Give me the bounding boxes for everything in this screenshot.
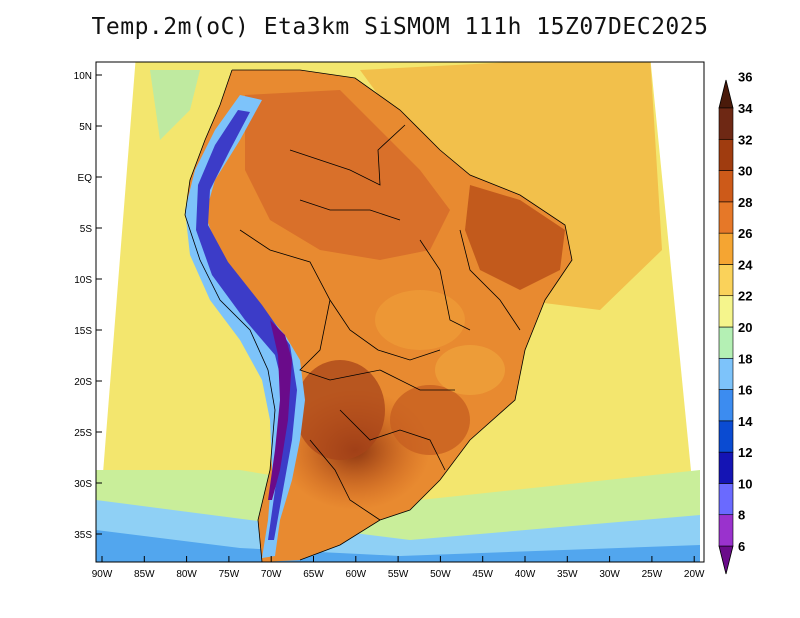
colorbar-swatch (718, 295, 734, 328)
andes-cold-strip (185, 95, 305, 558)
southern-cyan-band (96, 500, 700, 562)
andes-peak-strip (268, 320, 292, 500)
southeast-cool-zone (435, 345, 505, 395)
central-cool-zone (375, 290, 465, 350)
southern-blue-band (96, 530, 700, 562)
map-title: Temp.2m(oC) Eta3km SiSMOM 111h 15Z07DEC2… (91, 14, 709, 40)
lon-label: 80W (176, 569, 197, 580)
lon-label: 55W (388, 569, 409, 580)
lat-label: 5N (79, 122, 92, 133)
colorbar-label: 14 (738, 414, 753, 429)
atlantic-warm-band (360, 62, 662, 310)
lon-label: 50W (430, 569, 451, 580)
colorbar-label: 28 (738, 195, 752, 210)
lon-label: 85W (134, 569, 155, 580)
colorbar-swatch (718, 326, 734, 359)
lon-label: 25W (642, 569, 663, 580)
colorbar-swatch (718, 201, 734, 234)
colorbar-label: 6 (738, 539, 745, 554)
map-frame (95, 61, 705, 563)
colorbar-label: 18 (738, 351, 752, 366)
map-field (96, 62, 700, 562)
colorbar-swatch (718, 420, 734, 453)
colorbar-label: 34 (738, 101, 753, 116)
colorbar-label: 26 (738, 226, 752, 241)
lat-label: 35S (74, 530, 92, 541)
longitude-axis: 90W 85W 80W 75W 70W 65W 60W 55W 50W 45W 40W 35W 30W 2… (92, 556, 705, 580)
colorbar-label: 12 (738, 445, 752, 460)
lon-label: 75W (219, 569, 240, 580)
lat-label: 25S (74, 428, 92, 439)
colorbar-label: 32 (738, 132, 752, 147)
colorbar-swatch (718, 389, 734, 422)
colorbar-swatch (718, 170, 734, 203)
colorbar-swatch (718, 232, 734, 265)
colorbar-swatch (718, 483, 734, 516)
colorbar-max-arrow (718, 79, 734, 109)
lat-label: 5S (80, 224, 93, 235)
lon-label: 20W (684, 569, 705, 580)
colorbar-swatch (718, 357, 734, 390)
colorbar-label: 10 (738, 476, 752, 491)
lat-label: 10N (74, 71, 92, 82)
colorbar-swatch (718, 451, 734, 484)
lat-label: EQ (78, 173, 93, 184)
colorbar-min-arrow (718, 545, 734, 575)
northeast-hot-zone (465, 185, 565, 290)
colorbar-swatch (718, 514, 734, 547)
colorbar-label: 24 (738, 257, 753, 272)
lon-label: 60W (346, 569, 367, 580)
amazon-warm-zone (245, 90, 450, 260)
colorbar-swatch (718, 264, 734, 297)
colorbar-label: 22 (738, 289, 752, 304)
colorbar: 6 8 10 12 14 16 18 20 22 24 26 28 30 32 34 36 (718, 70, 753, 575)
lat-label: 20S (74, 377, 92, 388)
lon-label: 30W (599, 569, 620, 580)
political-borders (184, 69, 573, 562)
lon-label: 35W (557, 569, 578, 580)
colorbar-label: 30 (738, 164, 752, 179)
latitude-axis: 10N 5N EQ 5S 10S 15S 20S 25S 30S 35S (74, 71, 102, 541)
lon-label: 70W (261, 569, 282, 580)
colorbar-swatch (718, 138, 734, 171)
lon-label: 40W (515, 569, 536, 580)
colorbar-label: 36 (738, 70, 752, 85)
lat-label: 15S (74, 326, 92, 337)
colorbar-label: 16 (738, 383, 752, 398)
lon-label: 45W (472, 569, 493, 580)
parana-warm-zone (390, 385, 470, 455)
lat-label: 10S (74, 275, 92, 286)
lat-label: 30S (74, 479, 92, 490)
pacific-cool-strip (150, 70, 200, 140)
colorbar-swatch (718, 107, 734, 140)
colorbar-label: 20 (738, 320, 752, 335)
colorbar-label: 8 (738, 508, 745, 523)
lon-label: 90W (92, 569, 113, 580)
lon-label: 65W (303, 569, 324, 580)
